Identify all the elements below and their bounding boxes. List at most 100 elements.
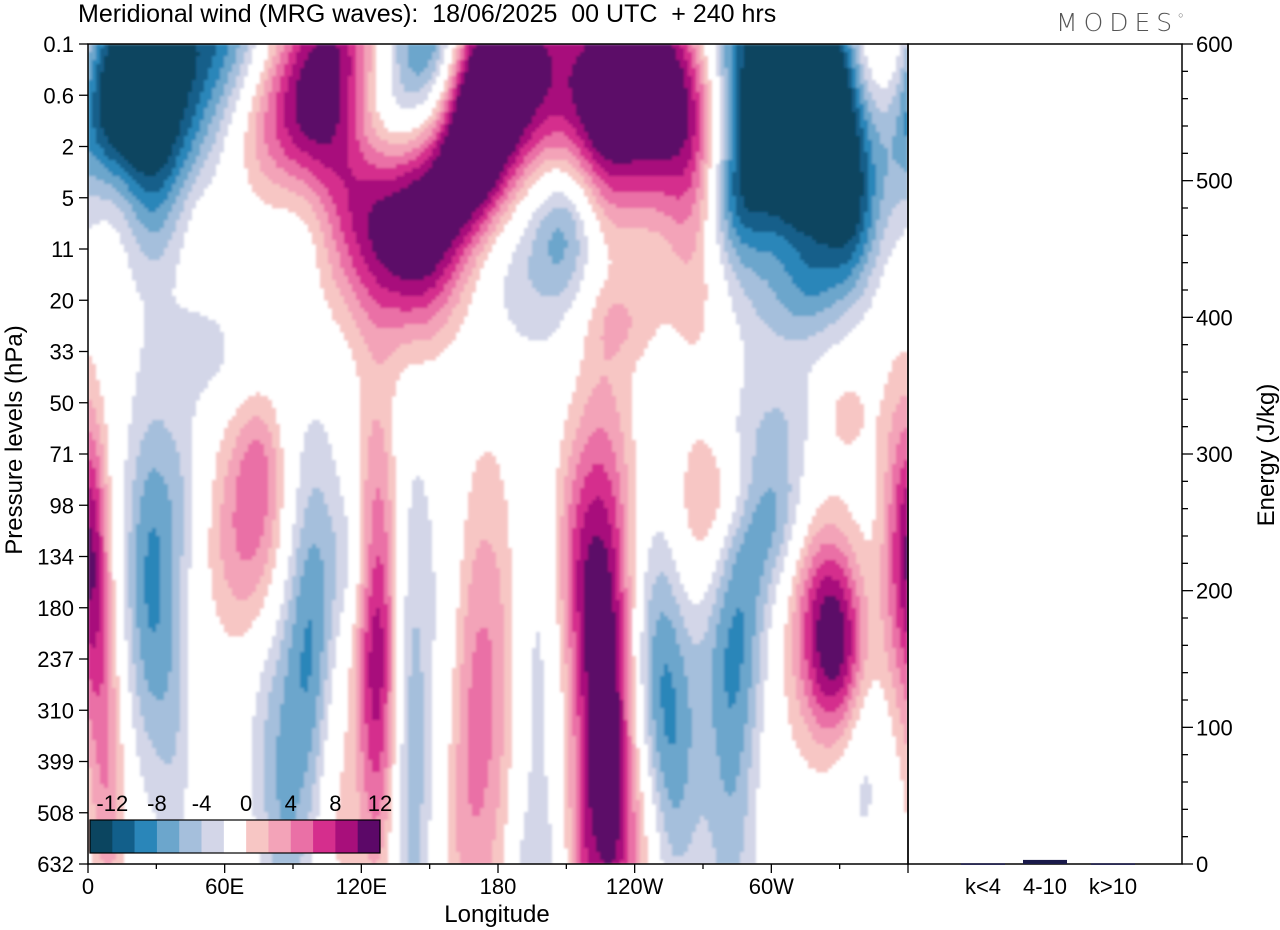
heatmap-cell (624, 552, 628, 557)
heatmap-cell (860, 80, 868, 85)
heatmap-cell (872, 152, 888, 157)
heatmap-cell (172, 544, 184, 549)
heatmap-cell (864, 76, 872, 81)
heatmap-cell (172, 184, 184, 189)
heatmap-cell (896, 592, 900, 597)
heatmap-cell (320, 196, 332, 201)
heatmap-cell (568, 160, 580, 165)
heatmap-cell (592, 536, 600, 541)
heatmap-cell (340, 64, 352, 69)
heatmap-cell (584, 344, 604, 349)
heatmap-cell (124, 608, 132, 613)
heatmap-cell (212, 492, 224, 497)
heatmap-cell (724, 56, 732, 61)
heatmap-cell (592, 464, 604, 469)
heatmap-cell (296, 504, 308, 509)
heatmap-cell (564, 504, 568, 509)
heatmap-cell (372, 576, 384, 581)
heatmap-cell (616, 464, 628, 469)
heatmap-cell (696, 104, 700, 109)
heatmap-cell (888, 160, 896, 165)
heatmap-cell (336, 556, 348, 561)
heatmap-cell (140, 348, 224, 353)
heatmap-cell (100, 608, 104, 613)
heatmap-cell (212, 576, 224, 581)
heatmap-cell (892, 72, 900, 77)
heatmap-cell (888, 460, 896, 465)
heatmap-cell (452, 104, 456, 109)
heatmap-cell (584, 408, 616, 413)
heatmap-cell (372, 500, 384, 505)
heatmap-cell (572, 528, 580, 533)
heatmap-cell (276, 124, 284, 129)
heatmap-cell (180, 572, 188, 577)
heatmap-cell (728, 552, 736, 557)
heatmap-cell (136, 388, 204, 393)
heatmap-cell (388, 488, 396, 493)
heatmap-cell (608, 216, 672, 221)
heatmap-cell (296, 56, 308, 61)
heatmap-cell (596, 160, 612, 165)
heatmap-cell (672, 156, 692, 161)
heatmap-cell (192, 164, 204, 169)
heatmap-cell (304, 524, 332, 529)
heatmap-cell (592, 308, 608, 313)
heatmap-cell (540, 220, 576, 225)
heatmap-cell (848, 240, 860, 245)
heatmap-cell (724, 120, 728, 125)
heatmap-cell (704, 184, 708, 189)
heatmap-cell (684, 140, 692, 145)
heatmap-cell (736, 508, 744, 513)
heatmap-cell (760, 580, 772, 585)
heatmap-cell (500, 196, 508, 201)
heatmap-cell (632, 580, 636, 585)
heatmap-cell (88, 212, 124, 217)
heatmap-cell (440, 128, 444, 133)
heatmap-cell (620, 532, 624, 537)
heatmap-cell (696, 108, 700, 113)
heatmap-cell (88, 432, 92, 437)
heatmap-cell (860, 600, 868, 605)
heatmap-cell (744, 360, 816, 365)
heatmap-cell (752, 468, 788, 473)
heatmap-cell (860, 112, 864, 117)
heatmap-cell (868, 160, 872, 165)
heatmap-cell (620, 472, 628, 477)
heatmap-cell (688, 456, 716, 461)
heatmap-cell (556, 548, 560, 553)
heatmap-cell (728, 228, 736, 233)
heatmap-cell (308, 228, 320, 233)
heatmap-cell (860, 52, 864, 57)
heatmap-cell (696, 48, 700, 53)
heatmap-cell (548, 52, 580, 57)
heatmap-cell (832, 576, 848, 581)
heatmap-cell (340, 88, 348, 93)
heatmap-cell (704, 136, 708, 141)
heatmap-cell (624, 532, 628, 537)
heatmap-cell (736, 208, 748, 213)
heatmap-cell (716, 220, 720, 225)
heatmap-cell (620, 344, 648, 349)
heatmap-cell (108, 508, 112, 513)
heatmap-cell (260, 168, 284, 173)
heatmap-cell (360, 420, 372, 425)
heatmap-cell (460, 84, 552, 89)
heatmap-cell (548, 88, 572, 93)
heatmap-cell (268, 500, 276, 505)
heatmap-cell (432, 152, 440, 157)
heatmap-cell (848, 536, 864, 541)
heatmap-cell (716, 232, 724, 237)
heatmap-cell (620, 552, 624, 557)
heatmap-cell (696, 536, 704, 541)
heatmap-cell (672, 592, 688, 597)
heatmap-cell (304, 432, 328, 437)
heatmap-cell (136, 552, 148, 557)
heatmap-cell (392, 564, 396, 569)
heatmap-cell (584, 568, 608, 573)
heatmap-cell (108, 504, 112, 509)
heatmap-cell (492, 220, 500, 225)
heatmap-cell (100, 500, 104, 505)
heatmap-cell (124, 504, 132, 509)
heatmap-cell (516, 160, 524, 165)
heatmap-cell (884, 492, 892, 497)
